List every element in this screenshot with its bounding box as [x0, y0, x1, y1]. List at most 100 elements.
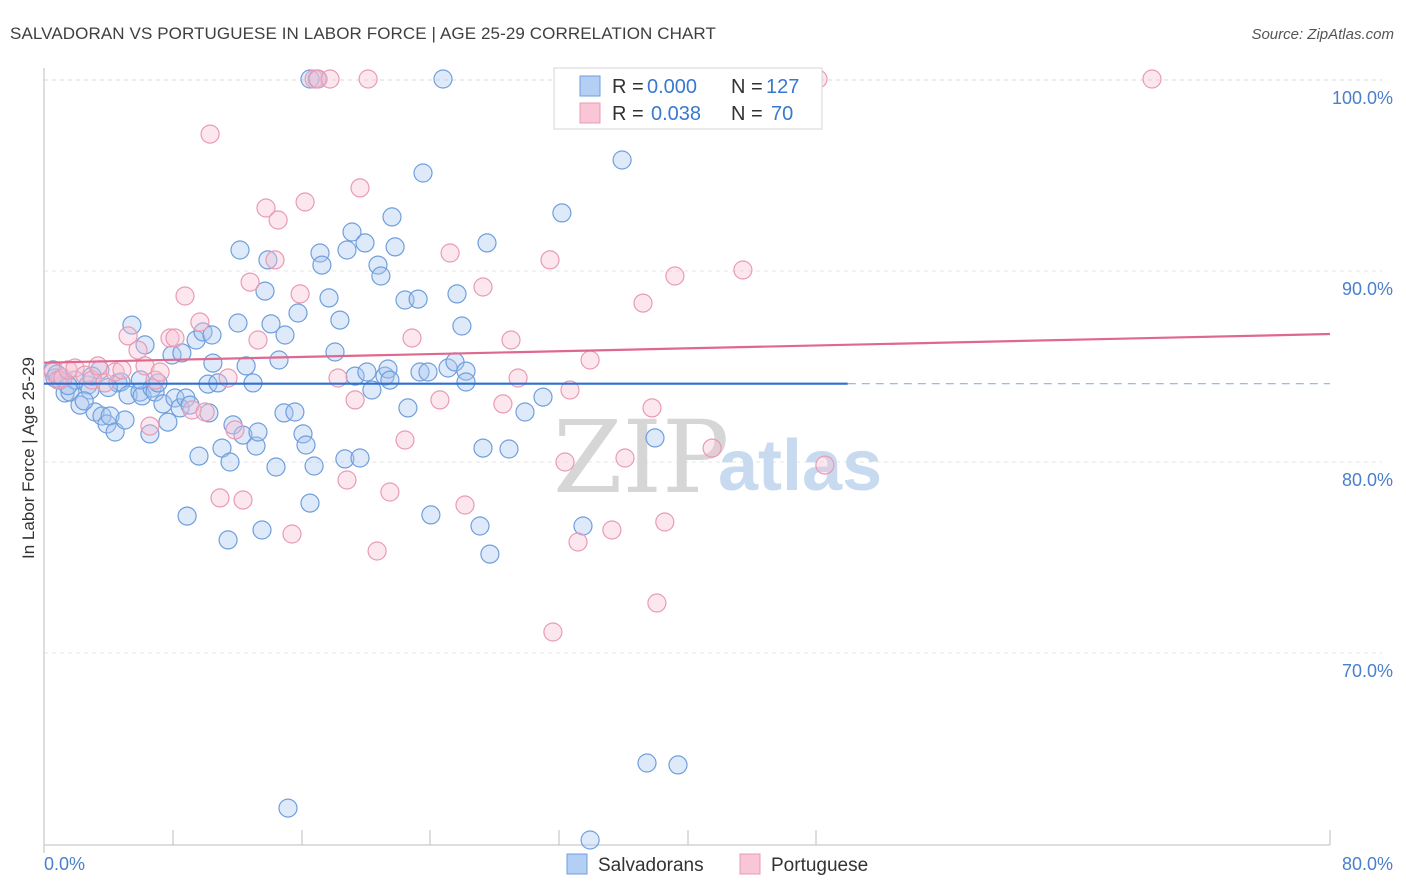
- portuguese-point: [493, 394, 513, 414]
- salvadoran-point: [421, 505, 441, 525]
- salvadoran-point: [246, 436, 266, 456]
- portuguese-point: [304, 69, 324, 89]
- salvadoran-point: [345, 366, 365, 386]
- salvadoran-point: [357, 362, 377, 382]
- salvadoran-point: [380, 370, 400, 390]
- portuguese-point: [402, 328, 422, 348]
- portuguese-point: [165, 328, 185, 348]
- portuguese-point: [328, 368, 348, 388]
- portuguese-legend-label: Portuguese: [771, 855, 868, 876]
- portuguese-point: [160, 328, 180, 348]
- salvadorans-legend-swatch: [566, 853, 588, 875]
- portuguese-point: [105, 362, 125, 382]
- portuguese-point: [88, 356, 108, 376]
- portuguese-point: [337, 470, 357, 490]
- salvadoran-point: [447, 284, 467, 304]
- salvadoran-point: [410, 362, 430, 382]
- salvadoran-point: [433, 69, 453, 89]
- salvadoran-point: [261, 314, 281, 334]
- zipatlas-watermark: ZIP atlas: [553, 399, 882, 516]
- salvadoran-point: [477, 233, 497, 253]
- salvadorans-swatch: [579, 75, 601, 97]
- portuguese-point: [128, 340, 148, 360]
- portuguese-point: [633, 293, 653, 313]
- portuguese-point: [1142, 69, 1162, 89]
- salvadoran-point: [456, 361, 476, 381]
- y-tick-label-100: 100.0%: [1332, 88, 1393, 108]
- portuguese-point: [190, 312, 210, 332]
- portuguese-point: [140, 416, 160, 436]
- salvadoran-point: [533, 387, 553, 407]
- chart-source: Source: ZipAtlas.com: [1251, 26, 1394, 43]
- salvadoran-point: [342, 222, 362, 242]
- portuguese-point: [615, 448, 635, 468]
- portuguese-point: [430, 390, 450, 410]
- portuguese-point: [560, 380, 580, 400]
- portuguese-point: [282, 524, 302, 544]
- salvadoran-point: [258, 250, 278, 270]
- salvadoran-point: [218, 530, 238, 550]
- watermark-atlas: atlas: [718, 426, 882, 506]
- portuguese-point: [256, 198, 276, 218]
- salvadoran-point: [580, 830, 600, 850]
- x-axis-ticks: [43, 830, 1331, 853]
- y-axis-label: In Labor Force | Age 25-29: [19, 357, 38, 559]
- salvadorans-legend-label: Salvadorans: [598, 855, 704, 876]
- salvadoran-point: [362, 380, 382, 400]
- salvadoran-point: [269, 350, 289, 370]
- salvadoran-point: [177, 506, 197, 526]
- salvadoran-point: [330, 310, 350, 330]
- portuguese-point: [195, 402, 215, 422]
- salvadoran-point: [350, 448, 370, 468]
- salvadoran-point: [275, 325, 295, 345]
- salvadoran-point: [158, 412, 178, 432]
- portuguese-point: [380, 482, 400, 502]
- salvadoran-point: [456, 372, 476, 392]
- portuguese-point: [815, 455, 835, 475]
- salvadoran-point: [293, 424, 313, 444]
- salvadoran-point: [228, 313, 248, 333]
- salvadoran-point: [252, 520, 272, 540]
- legend-n-label: N =: [731, 103, 763, 125]
- salvadoran-point: [413, 163, 433, 183]
- portuguese-trend-line: [43, 332, 1331, 364]
- portuguese-point: [455, 495, 475, 515]
- legend-salvadorans-n: 127: [766, 76, 799, 98]
- gridlines: [44, 79, 1382, 654]
- portuguese-point: [320, 69, 340, 89]
- salvadoran-point: [312, 255, 332, 275]
- salvadoran-point: [385, 237, 405, 257]
- salvadoran-point: [288, 303, 308, 323]
- salvadoran-point: [310, 243, 330, 263]
- portuguese-point: [295, 192, 315, 212]
- portuguese-point: [240, 272, 260, 292]
- salvadoran-point: [355, 233, 375, 253]
- portuguese-point: [665, 266, 685, 286]
- watermark-zip: ZIP: [553, 399, 729, 516]
- portuguese-point: [440, 243, 460, 263]
- legend-r-label: R =: [612, 103, 644, 125]
- salvadoran-point: [398, 398, 418, 418]
- salvadoran-point: [300, 69, 320, 89]
- portuguese-point: [568, 532, 588, 552]
- salvadoran-point: [552, 203, 572, 223]
- portuguese-point: [540, 250, 560, 270]
- portuguese-point: [655, 512, 675, 532]
- x-tick-label-80: 80.0%: [1342, 854, 1393, 874]
- portuguese-point: [233, 490, 253, 510]
- portuguese-point: [290, 284, 310, 304]
- salvadoran-point: [203, 353, 223, 373]
- salvadoran-point: [612, 150, 632, 170]
- salvadoran-point: [248, 422, 268, 442]
- salvadoran-point: [499, 439, 519, 459]
- salvadoran-point: [74, 391, 94, 411]
- y-tick-label-70: 70.0%: [1342, 661, 1393, 681]
- portuguese-point: [733, 260, 753, 280]
- portuguese-point: [112, 360, 132, 380]
- legend-portuguese-n: 70: [771, 103, 793, 125]
- portuguese-point: [225, 420, 245, 440]
- salvadoran-point: [274, 403, 294, 423]
- portuguese-point: [268, 210, 288, 230]
- portuguese-legend-swatch: [739, 853, 761, 875]
